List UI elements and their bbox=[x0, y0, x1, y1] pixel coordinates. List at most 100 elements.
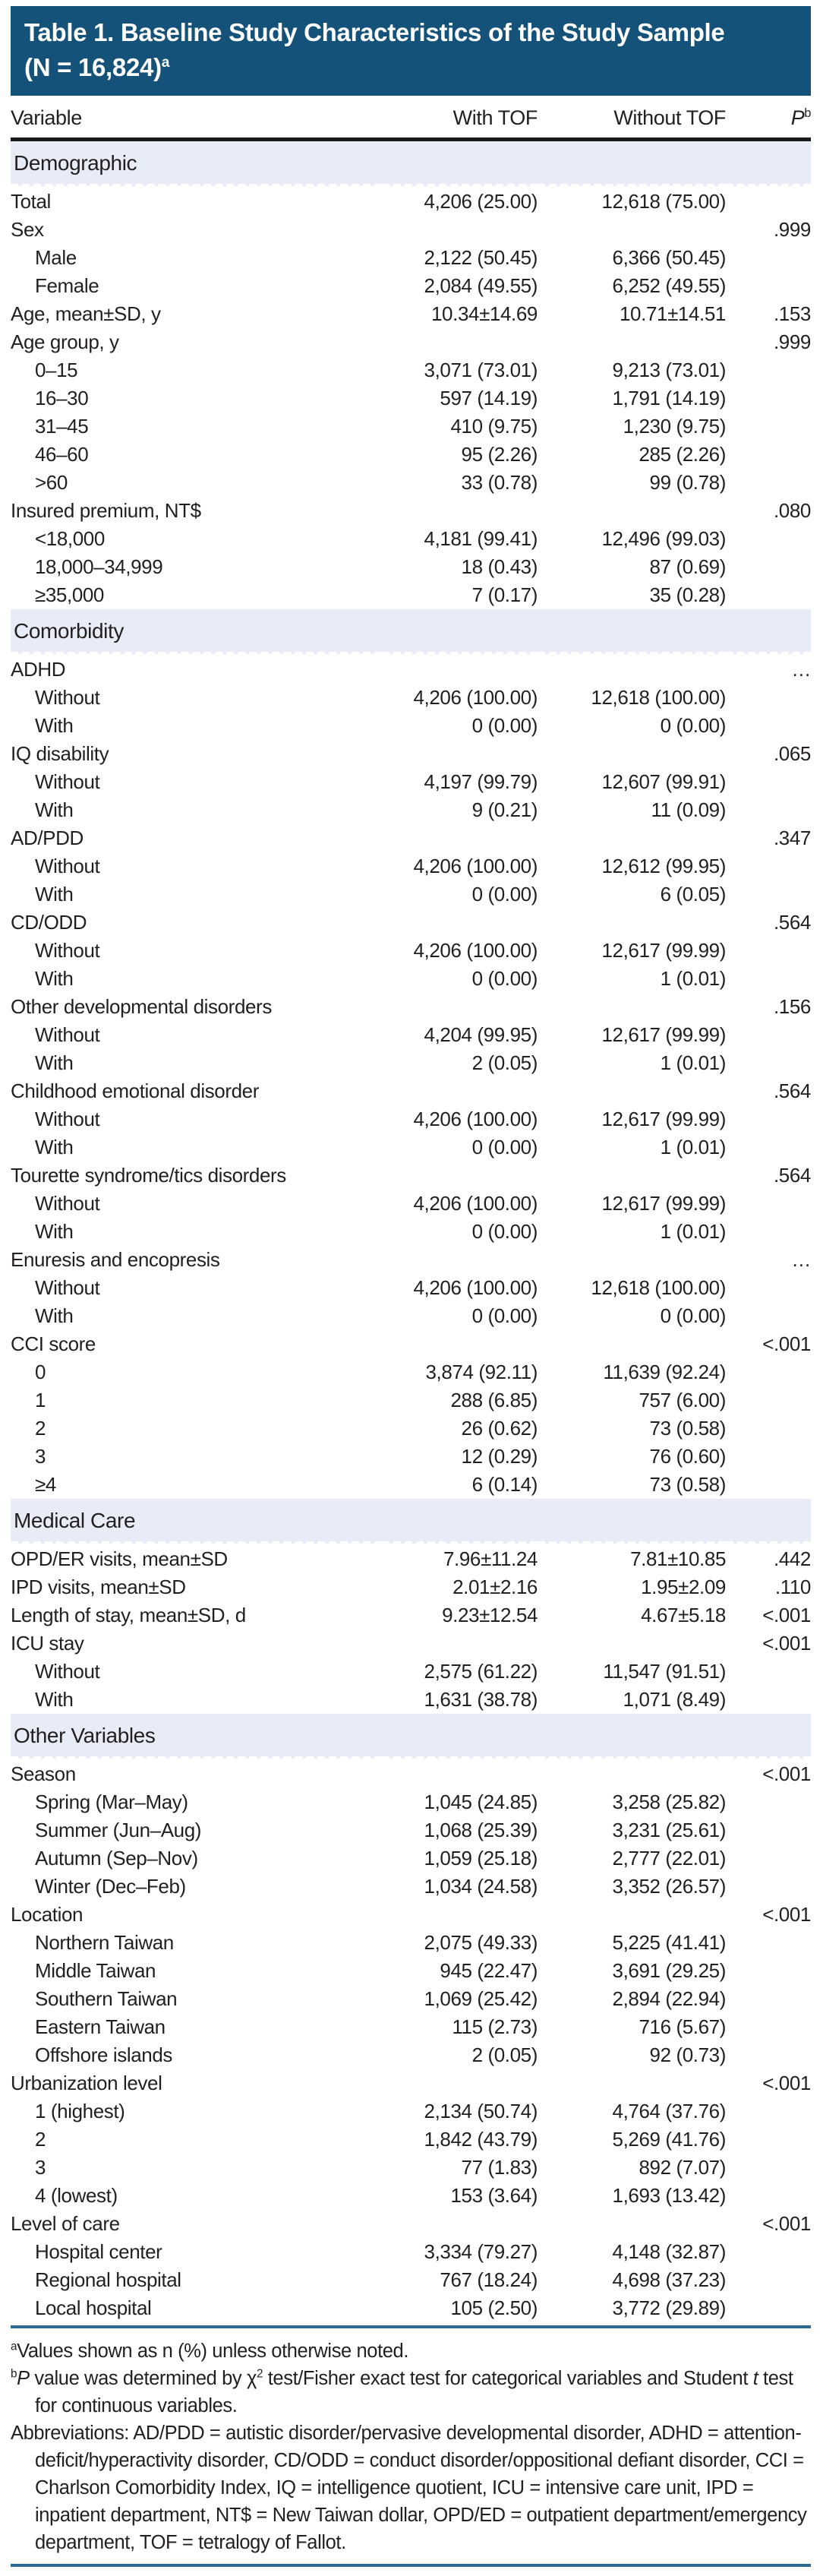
table-row: Offshore islands 2 (0.05) 92 (0.73) bbox=[11, 2041, 811, 2069]
without-tof-cell: 12,617 (99.99) bbox=[601, 939, 726, 962]
without-tof-cell: 12,618 (100.00) bbox=[591, 686, 726, 710]
p-value-cell bbox=[726, 2182, 811, 2210]
section-row: Comorbidity bbox=[11, 609, 811, 656]
variable-cell: Length of stay, mean±SD, d bbox=[11, 1604, 246, 1627]
with-tof-cell: 1,631 (38.78) bbox=[424, 1688, 538, 1712]
with-tof-cell: 18 (0.43) bbox=[461, 555, 538, 579]
p-value-cell bbox=[726, 712, 811, 740]
variable-cell: Other developmental disorders bbox=[11, 995, 272, 1019]
without-tof-cell: 73 (0.58) bbox=[649, 1417, 727, 1440]
table-row: Hospital center 3,334 (79.27) 4,148 (32.87… bbox=[11, 2238, 811, 2266]
without-tof-cell bbox=[538, 216, 726, 244]
table-row: Insured premium, NT$ .080 bbox=[11, 497, 811, 525]
with-tof-cell: 10.34±14.69 bbox=[431, 302, 538, 326]
p-value-cell: .153 bbox=[773, 302, 811, 326]
without-tof-cell bbox=[538, 497, 726, 525]
variable-cell: ≥4 bbox=[35, 1473, 56, 1497]
variable-cell: Local hospital bbox=[35, 2296, 152, 2320]
without-tof-cell: 5,225 (41.41) bbox=[612, 1931, 727, 1955]
variable-cell: 0 bbox=[35, 1361, 46, 1384]
column-header-with-tof: With TOF bbox=[452, 106, 538, 130]
footnotes: aValues shown as n (%) unless otherwise … bbox=[11, 2337, 811, 2556]
footnote-a-marker: a bbox=[11, 2340, 17, 2353]
variable-cell: Without bbox=[35, 1108, 100, 1131]
p-value-cell bbox=[726, 768, 811, 796]
without-tof-cell bbox=[538, 993, 726, 1021]
variable-cell: OPD/ER visits, mean±SD bbox=[11, 1547, 228, 1571]
section-label: Comorbidity bbox=[11, 609, 811, 656]
table-row: With 0 (0.00) 6 (0.05) bbox=[11, 880, 811, 909]
without-tof-cell: 12,617 (99.99) bbox=[601, 1108, 726, 1131]
p-value-cell bbox=[726, 1443, 811, 1471]
title-footnote-marker: a bbox=[161, 54, 170, 71]
p-value-cell bbox=[726, 965, 811, 993]
footnote-b-text3: test for continuous variables. bbox=[35, 2368, 793, 2417]
without-tof-cell: 1,791 (14.19) bbox=[612, 387, 727, 410]
p-value-cell bbox=[726, 937, 811, 965]
with-tof-cell: 0 (0.00) bbox=[471, 883, 538, 906]
without-tof-cell bbox=[538, 654, 726, 684]
without-tof-cell: 12,617 (99.99) bbox=[601, 1192, 726, 1215]
p-value-cell bbox=[726, 1929, 811, 1957]
with-tof-cell bbox=[382, 1077, 538, 1105]
p-value-cell bbox=[726, 581, 811, 609]
table-row: 2 26 (0.62) 73 (0.58) bbox=[11, 1414, 811, 1443]
table-row: Without 4,204 (99.95) 12,617 (99.99) bbox=[11, 1021, 811, 1049]
with-tof-cell bbox=[382, 2210, 538, 2238]
variable-cell: 3 bbox=[35, 2156, 46, 2179]
without-tof-cell bbox=[538, 740, 726, 768]
without-tof-cell: 3,231 (25.61) bbox=[612, 1819, 727, 1842]
with-tof-cell bbox=[382, 1246, 538, 1274]
table-row: ADHD… bbox=[11, 654, 811, 684]
variable-cell: Eastern Taiwan bbox=[35, 2015, 166, 2039]
without-tof-cell: 87 (0.69) bbox=[649, 555, 727, 579]
variable-cell: Offshore islands bbox=[35, 2043, 172, 2067]
variable-cell: 31–45 bbox=[35, 415, 89, 438]
abbreviations-note: Abbreviations: AD/PDD = autistic disorde… bbox=[11, 2423, 807, 2554]
p-value-cell: .564 bbox=[773, 911, 811, 934]
with-tof-cell: 4,206 (100.00) bbox=[413, 1192, 538, 1215]
without-tof-cell: 4,698 (37.23) bbox=[612, 2268, 727, 2292]
p-value-cell bbox=[726, 1985, 811, 2013]
p-value-cell: … bbox=[791, 1248, 811, 1272]
p-value-cell bbox=[726, 2126, 811, 2154]
section-label: Demographic bbox=[11, 139, 811, 188]
variable-cell: Autumn (Sep–Nov) bbox=[35, 1847, 198, 1870]
with-tof-cell: 410 (9.75) bbox=[450, 415, 538, 438]
with-tof-cell: 1,842 (43.79) bbox=[424, 2128, 538, 2151]
p-value-cell bbox=[726, 356, 811, 384]
table-row: OPD/ER visits, mean±SD 7.96±11.24 7.81±10.… bbox=[11, 1544, 811, 1574]
without-tof-cell: 99 (0.78) bbox=[649, 471, 727, 495]
table-row: With 0 (0.00) 0 (0.00) bbox=[11, 1302, 811, 1330]
with-tof-cell: 0 (0.00) bbox=[471, 1220, 538, 1244]
with-tof-cell bbox=[382, 1901, 538, 1929]
table-row: 3 77 (1.83) 892 (7.07) bbox=[11, 2154, 811, 2182]
variable-cell: Middle Taiwan bbox=[35, 1959, 156, 1983]
variable-cell: 4 (lowest) bbox=[35, 2184, 118, 2208]
with-tof-cell: 2,134 (50.74) bbox=[424, 2100, 538, 2123]
variable-cell: Regional hospital bbox=[35, 2268, 181, 2292]
variable-cell: 0–15 bbox=[35, 359, 78, 382]
p-value-cell: <.001 bbox=[762, 1762, 811, 1786]
p-value-cell bbox=[726, 1471, 811, 1499]
section-row: Demographic bbox=[11, 139, 811, 188]
with-tof-cell: 4,204 (99.95) bbox=[424, 1023, 538, 1047]
table-row: Age group, y .999 bbox=[11, 328, 811, 356]
footnote-a-text: Values shown as n (%) unless otherwise n… bbox=[17, 2341, 409, 2363]
without-tof-cell bbox=[538, 1629, 726, 1658]
without-tof-cell bbox=[538, 2069, 726, 2097]
column-header-p-value: Pb bbox=[726, 105, 812, 140]
with-tof-cell bbox=[382, 1162, 538, 1190]
table-row: Without 2,575 (61.22) 11,547 (91.51) bbox=[11, 1658, 811, 1686]
with-tof-cell: 0 (0.00) bbox=[471, 714, 538, 738]
table-row: 1 (highest) 2,134 (50.74) 4,764 (37.76) bbox=[11, 2097, 811, 2126]
table-header: Variable With TOF Without TOF Pb bbox=[11, 105, 811, 140]
without-tof-cell: 285 (2.26) bbox=[639, 443, 726, 466]
without-tof-cell: 12,496 (99.03) bbox=[601, 527, 726, 551]
variable-cell: Tourette syndrome/tics disorders bbox=[11, 1164, 286, 1187]
table-row: Season <.001 bbox=[11, 1759, 811, 1789]
table-row: With 2 (0.05) 1 (0.01) bbox=[11, 1049, 811, 1077]
without-tof-cell bbox=[538, 1901, 726, 1929]
table-row: With 0 (0.00) 1 (0.01) bbox=[11, 965, 811, 993]
variable-cell: Total bbox=[11, 190, 51, 213]
